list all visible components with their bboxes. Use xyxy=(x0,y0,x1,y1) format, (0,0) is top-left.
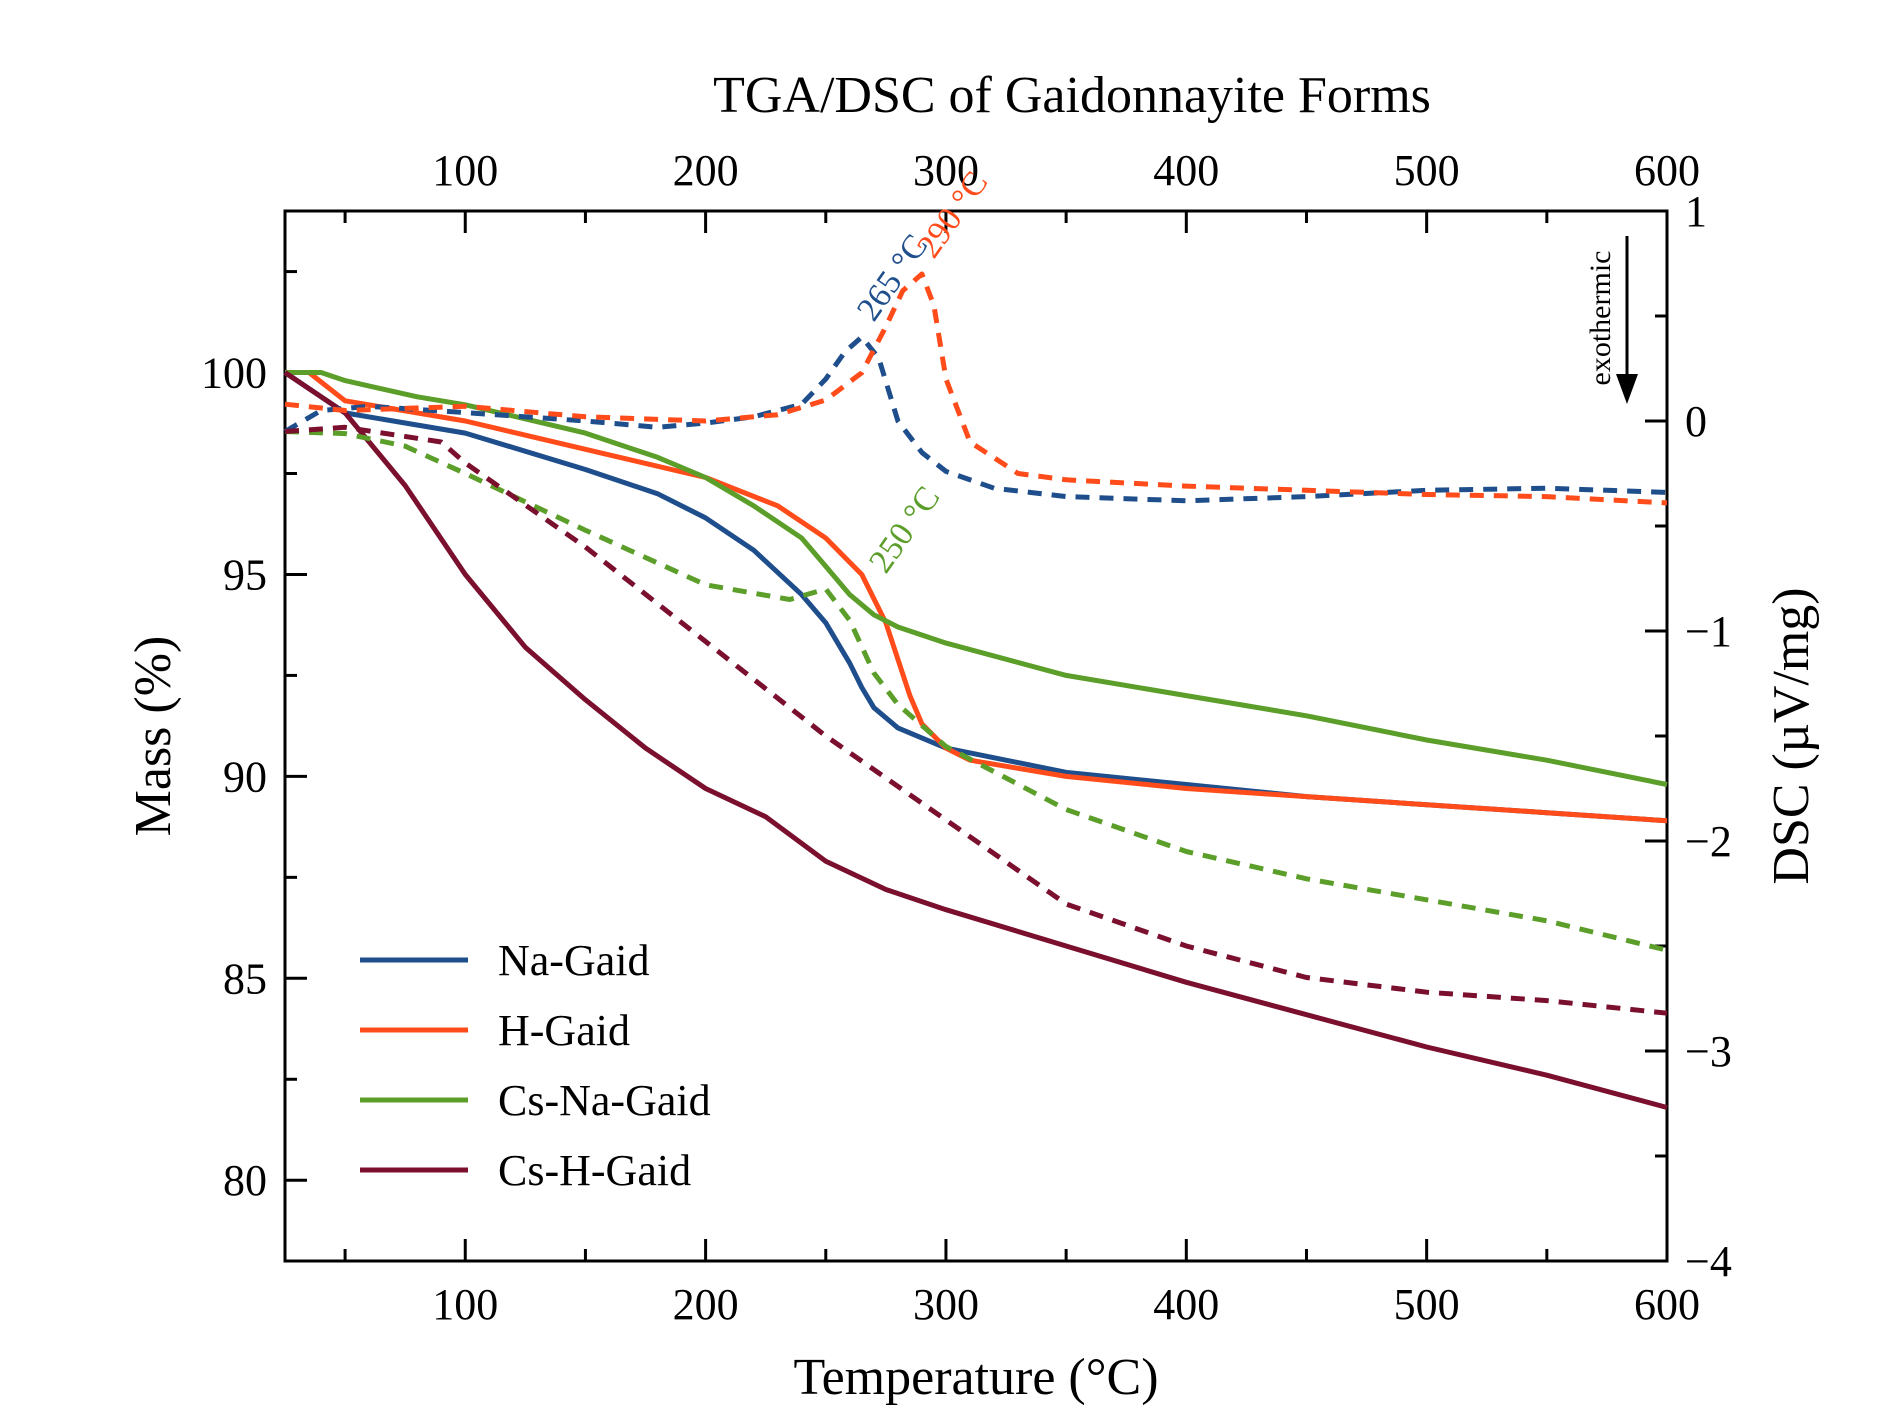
series-line-na-gaid-dsc xyxy=(283,334,1668,504)
exothermic-label: exothermic xyxy=(1584,251,1617,386)
x-tick-label-top: 200 xyxy=(673,146,739,195)
x-tick-label-top: 600 xyxy=(1634,146,1700,195)
series-line-cs-na-gaid-dsc xyxy=(284,429,1668,953)
y-right-tick-label: −3 xyxy=(1685,1027,1732,1076)
y-right-tick-label: −4 xyxy=(1685,1237,1732,1286)
series-line-h-gaid xyxy=(285,370,1668,824)
legend: Na-Gaid H-Gaid Cs-Na-Gaid Cs-H-Gaid xyxy=(360,936,711,1195)
series-line-h-gaid-dsc xyxy=(284,271,1668,506)
x-tick-label-top: 100 xyxy=(432,146,498,195)
legend-label: Na-Gaid xyxy=(498,936,650,985)
y-right-tick-label: 0 xyxy=(1685,397,1707,446)
y-left-tick-label: 90 xyxy=(223,752,267,801)
y-left-tick-label: 100 xyxy=(201,349,267,398)
x-tick-label-bottom: 100 xyxy=(432,1280,498,1329)
series-lines xyxy=(283,271,1668,1110)
x-tick-label-bottom: 400 xyxy=(1153,1280,1219,1329)
y-right-tick-label: −2 xyxy=(1685,817,1732,866)
x-tick-label-bottom: 200 xyxy=(673,1280,739,1329)
legend-label: Cs-Na-Gaid xyxy=(498,1076,711,1125)
x-tick-label-top: 300 xyxy=(913,146,979,195)
y-axis-left-title: Mass (%) xyxy=(125,636,182,837)
legend-label: H-Gaid xyxy=(498,1006,630,1055)
axis-ticks: 100 100 200 200 300 300 400 400 500 500 600 600 80 85… xyxy=(201,146,1732,1329)
y-left-tick-label: 85 xyxy=(223,954,267,1003)
y-left-tick-label: 95 xyxy=(223,550,267,599)
x-tick-label-bottom: 600 xyxy=(1634,1280,1700,1329)
series-line-cs-h-gaid xyxy=(283,370,1668,1110)
y-right-tick-label: 1 xyxy=(1685,187,1707,236)
x-tick-label-bottom: 300 xyxy=(913,1280,979,1329)
y-right-tick-label: −1 xyxy=(1685,607,1732,656)
x-axis-title: Temperature (°C) xyxy=(793,1349,1158,1406)
plot-frame xyxy=(283,209,1669,1263)
series-line-cs-na-gaid xyxy=(285,370,1668,787)
exothermic-arrow-head xyxy=(1616,374,1638,404)
exothermic-indicator: exothermic xyxy=(1584,236,1638,404)
peak-annotation: 250 °C xyxy=(862,480,947,580)
chart-title: TGA/DSC of Gaidonnayite Forms xyxy=(713,67,1431,124)
x-tick-label-top: 500 xyxy=(1394,146,1460,195)
x-tick-label-top: 400 xyxy=(1153,146,1219,195)
series-line-na-gaid xyxy=(283,370,1668,824)
y-axis-right-title: DSC (µV/mg) xyxy=(1763,587,1820,884)
y-left-tick-label: 80 xyxy=(223,1156,267,1205)
series-line-cs-h-gaid-dsc xyxy=(284,424,1668,1016)
x-tick-label-bottom: 500 xyxy=(1394,1280,1460,1329)
legend-label: Cs-H-Gaid xyxy=(498,1146,691,1195)
